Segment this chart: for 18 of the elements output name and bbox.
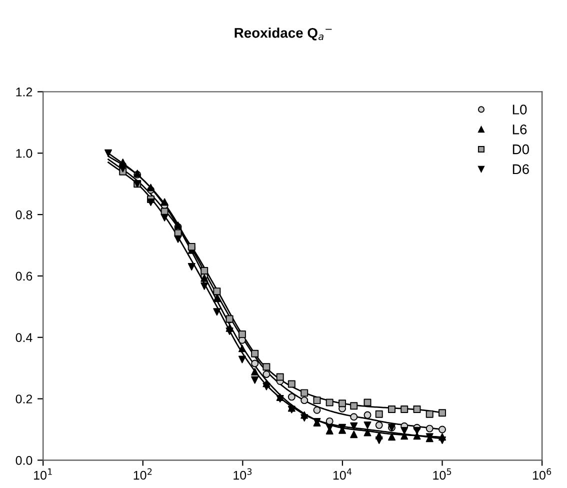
- x-tick-label: 10$^{6}$: [533, 468, 552, 480]
- y-tick-label: 0.2: [16, 394, 32, 404]
- y-tick-label: 1.2: [16, 88, 32, 96]
- y-tick-label: 0.6: [16, 272, 32, 281]
- x-tick-label: 10$^{4}$: [333, 468, 352, 480]
- y-tick-label: 0.4: [16, 333, 32, 342]
- y-tick-label: 0.0: [16, 456, 32, 465]
- x-tick-label: 10$^{1}$: [34, 468, 52, 480]
- x-tick-label: 10$^{5}$: [433, 468, 452, 480]
- legend-label: L6: [512, 124, 527, 134]
- y-tick-label: 0.8: [16, 210, 32, 220]
- legend-label: D6: [512, 164, 529, 174]
- chart-title: Reoxidace Q$_{a}$$^{−}$: [234, 28, 332, 40]
- x-tick-label: 10$^{2}$: [134, 468, 152, 480]
- legend-label: L0: [512, 104, 527, 114]
- legend-label: D0: [512, 144, 530, 154]
- y-tick-label: 1.0: [16, 148, 32, 158]
- x-tick-label: 10$^{3}$: [234, 468, 252, 480]
